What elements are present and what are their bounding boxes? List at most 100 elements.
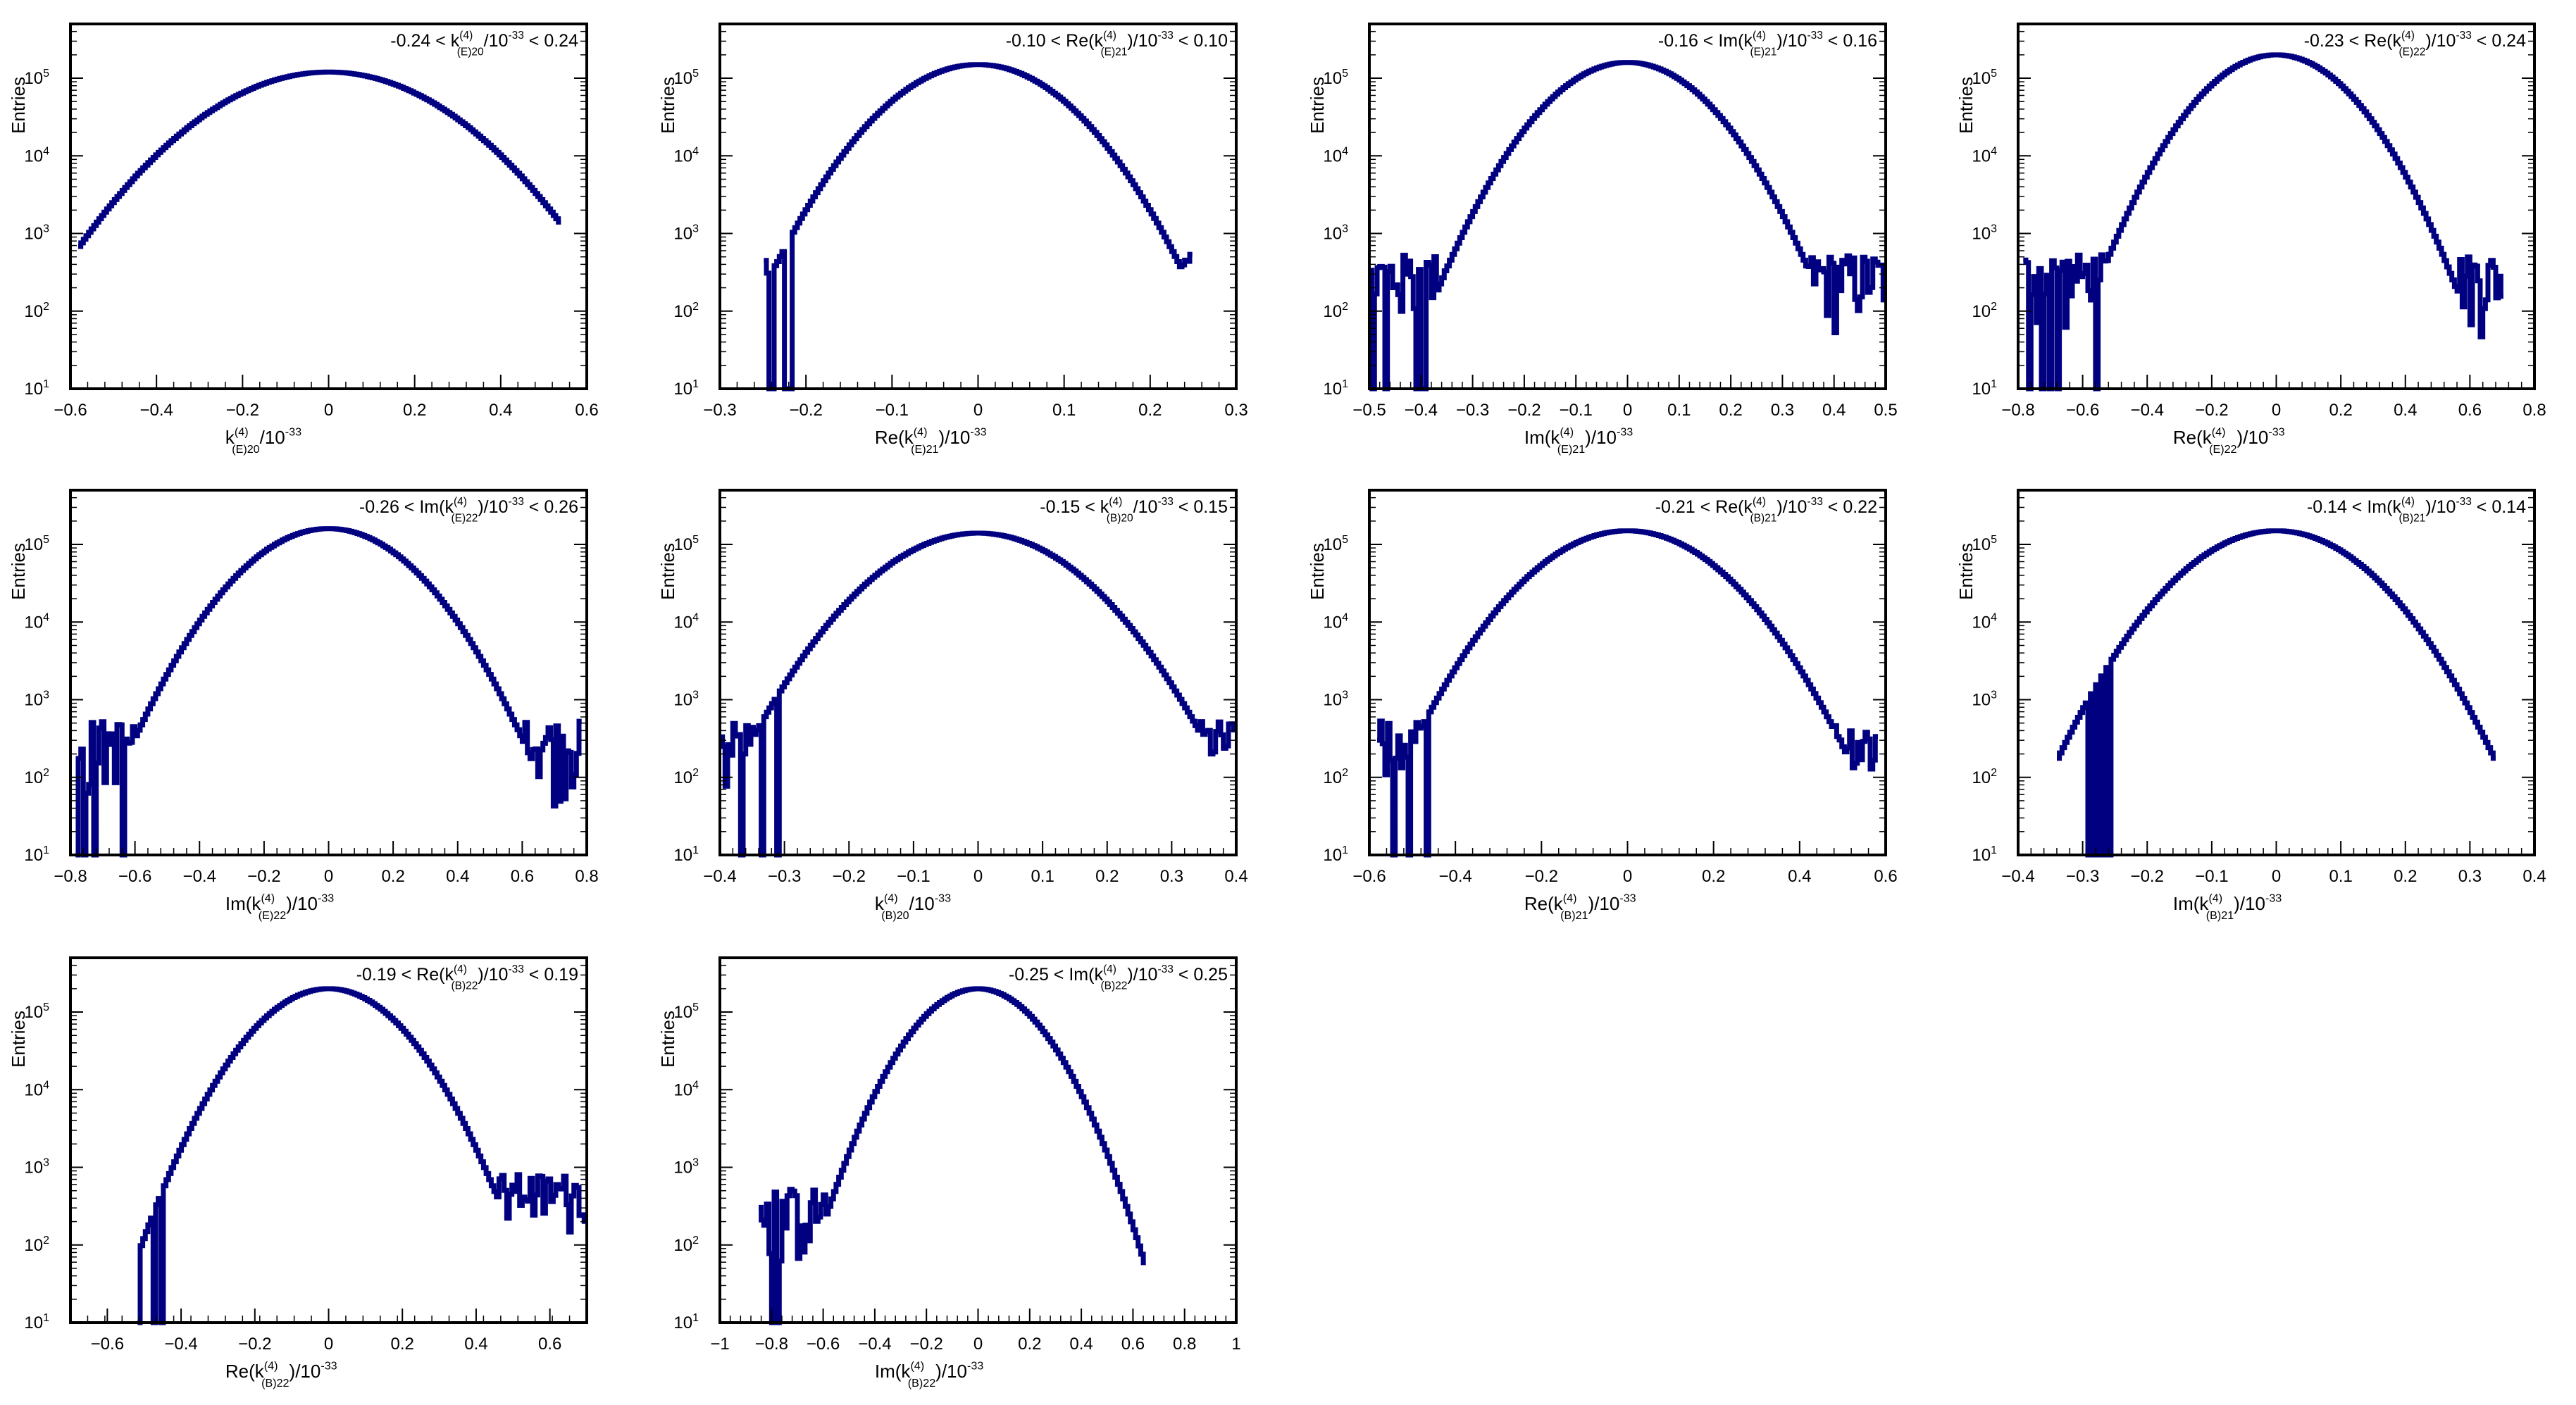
y-tick-label: 102: [24, 1235, 49, 1255]
x-tick-label: 0.1: [2329, 867, 2352, 886]
text-span: -33: [935, 892, 951, 904]
range-annotation: -0.15 < k(4) (B)20/10-33 < 0.15: [1040, 496, 1228, 525]
text-span: (4): [884, 892, 898, 904]
histogram-series: [720, 530, 1236, 858]
y-tick-exponent: 4: [43, 145, 49, 157]
text-span: -0.24 < k: [390, 31, 459, 51]
x-tick-label: 0.4: [446, 867, 469, 886]
y-tick-label: 104: [1972, 611, 1997, 632]
text-span: (B)21: [2206, 909, 2234, 922]
y-tick-label: 103: [673, 689, 699, 710]
y-tick-exponent: 4: [43, 611, 49, 623]
x-tick-label: 0.4: [1069, 1335, 1093, 1354]
y-tick-exponent: 3: [1991, 223, 1997, 235]
text-span: (E)20: [457, 46, 484, 58]
y-tick-exponent: 5: [692, 534, 699, 546]
x-tick-label: 0.8: [1173, 1335, 1196, 1354]
text-span: -33: [508, 496, 523, 508]
text-span: -33: [1617, 425, 1633, 438]
x-tick-label: −0.4: [1438, 867, 1471, 886]
y-axis-title: Entries: [657, 77, 678, 134]
histogram-series: [2023, 52, 2503, 392]
y-tick-exponent: 4: [692, 1079, 699, 1091]
y-tick-exponent: 5: [1342, 68, 1348, 80]
y-tick-exponent: 1: [43, 378, 49, 390]
y-tick-exponent: 5: [692, 68, 699, 80]
y-axis-title: Entries: [1307, 543, 1328, 600]
text-span: )/10: [2237, 427, 2269, 448]
y-tick-label: 101: [24, 378, 49, 399]
x-tick-label: 0.2: [391, 1335, 414, 1354]
range-annotation: -0.10 < Re(k(4) (E)21)/10-33 < 0.10: [1006, 30, 1228, 58]
y-tick-exponent: 4: [1991, 145, 1997, 157]
x-tick-label: −0.2: [2131, 867, 2164, 886]
x-tick-label: −0.6: [2066, 401, 2099, 420]
x-tick-label: 0.2: [2394, 867, 2417, 886]
y-tick-exponent: 5: [43, 68, 49, 80]
x-axis-title: k(4) (B)20/10-33: [875, 892, 951, 922]
x-tick-label: 0.1: [1667, 401, 1691, 420]
x-tick-label: 1: [1231, 1335, 1240, 1354]
text-span: (E)22: [2209, 443, 2236, 456]
text-span: )/10: [478, 497, 508, 517]
y-tick-label: 103: [24, 1157, 49, 1178]
x-axis-title: Im(k(4) (E)22)/10-33: [225, 892, 334, 922]
text-span: (4): [910, 1359, 924, 1372]
text-span: Im(k: [875, 1361, 911, 1382]
text-span: )/10: [939, 427, 971, 448]
x-tick-label: −0.4: [703, 867, 736, 886]
text-span: < 0.15: [1174, 497, 1228, 517]
text-span: )/10: [478, 965, 508, 985]
x-tick-label: 0: [324, 1335, 333, 1354]
x-tick-label: −0.2: [226, 401, 259, 420]
y-tick-label: 102: [1323, 767, 1348, 787]
y-tick-exponent: 2: [692, 1235, 699, 1247]
y-tick-exponent: 2: [43, 767, 49, 779]
x-tick-label: −0.1: [897, 867, 930, 886]
x-tick-label: −0.3: [703, 401, 736, 420]
x-tick-label: −0.2: [2195, 401, 2228, 420]
range-annotation: -0.26 < Im(k(4) (E)22)/10-33 < 0.26: [359, 496, 578, 525]
text-span: -0.14 < Im(k: [2307, 497, 2402, 517]
text-span: Re(k: [2173, 427, 2213, 448]
text-span: < 0.10: [1174, 31, 1228, 51]
x-tick-label: −0.4: [2131, 401, 2164, 420]
text-span: (4): [1753, 496, 1766, 508]
y-tick-exponent: 5: [1991, 68, 1997, 80]
histogram-series: [137, 986, 587, 1325]
text-span: < 0.14: [2472, 497, 2526, 517]
text-span: (4): [1103, 963, 1116, 975]
text-span: -33: [967, 1359, 983, 1372]
plot-frame: [1368, 23, 1887, 390]
text-span: (B)22: [1100, 980, 1127, 992]
y-tick-exponent: 1: [692, 844, 699, 856]
y-tick-exponent: 1: [692, 1312, 699, 1324]
text-span: (4): [454, 963, 467, 975]
y-tick-label: 101: [673, 378, 699, 399]
x-tick-label: 0: [1623, 867, 1632, 886]
x-tick-label: −0.2: [247, 867, 280, 886]
y-axis-title: Entries: [1307, 77, 1328, 134]
y-tick-label: 105: [1323, 68, 1348, 88]
text-span: )/10: [1127, 31, 1157, 51]
x-tick-label: 0.1: [1031, 867, 1054, 886]
text-span: (4): [261, 892, 275, 904]
text-span: (B)21: [1750, 513, 1777, 525]
x-tick-label: 0: [973, 401, 983, 420]
y-tick-label: 101: [24, 844, 49, 865]
text-span: k: [225, 427, 235, 448]
x-tick-label: −0.2: [1525, 867, 1558, 886]
text-span: -33: [2265, 892, 2282, 904]
y-tick-exponent: 4: [43, 1079, 49, 1091]
text-span: )/10: [2425, 31, 2456, 51]
text-span: (E)21: [1750, 46, 1777, 58]
x-tick-label: 0.3: [1771, 401, 1794, 420]
x-tick-label: −1: [710, 1335, 729, 1354]
histogram-series: [2057, 528, 2496, 858]
text-span: /10: [909, 893, 935, 914]
y-tick-exponent: 2: [692, 767, 699, 779]
text-span: Re(k: [225, 1361, 265, 1382]
